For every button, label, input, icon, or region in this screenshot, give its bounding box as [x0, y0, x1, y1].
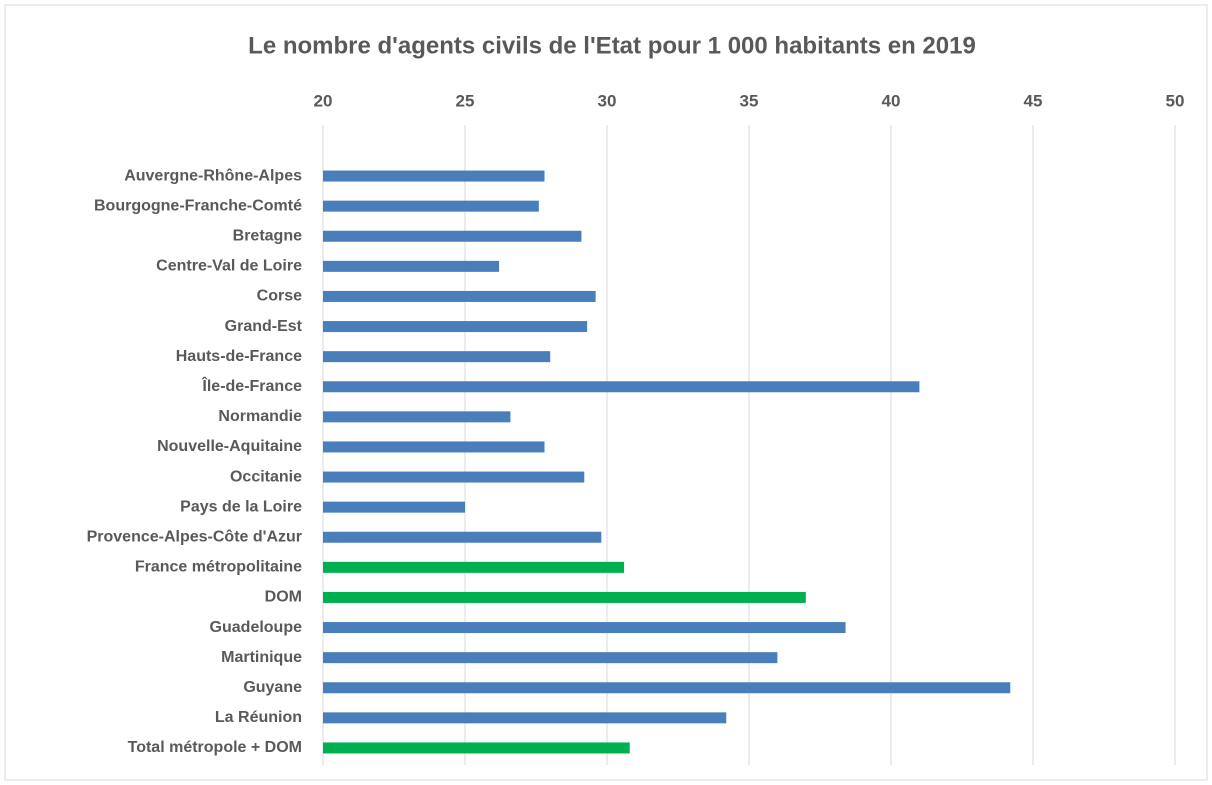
bar [323, 712, 727, 724]
y-tick-label: Centre-Val de Loire [156, 258, 302, 275]
x-tick-label: 45 [1024, 91, 1043, 110]
bar [323, 682, 1011, 694]
bar [323, 230, 582, 242]
y-tick-label: Auvergne-Rhône-Alpes [124, 167, 302, 184]
bar [323, 170, 545, 182]
bar [323, 531, 602, 543]
y-tick-label: France métropolitaine [135, 559, 302, 576]
y-tick-label: Guadeloupe [210, 619, 303, 636]
y-tick-label: Provence-Alpes-Côte d'Azur [87, 528, 302, 545]
x-tick-label: 50 [1166, 91, 1185, 110]
y-tick-label: Grand-Est [225, 318, 303, 335]
y-tick-label: Île-de-France [201, 376, 302, 395]
bar [323, 290, 596, 302]
y-tick-label: Nouvelle-Aquitaine [157, 438, 302, 455]
bar [323, 260, 500, 272]
bar [323, 411, 511, 423]
x-tick-label: 30 [598, 91, 617, 110]
bar [323, 742, 630, 754]
bar [323, 381, 920, 393]
x-tick-label: 20 [314, 91, 333, 110]
x-tick-label: 35 [740, 91, 759, 110]
bar [323, 501, 465, 513]
chart-title: Le nombre d'agents civils de l'Etat pour… [248, 32, 976, 59]
y-tick-label: Corse [257, 288, 302, 305]
bar [323, 351, 551, 363]
y-tick-label: Bourgogne-Franche-Comté [94, 197, 302, 214]
y-tick-label: La Réunion [215, 709, 302, 726]
bar [323, 471, 585, 483]
y-tick-label: Total métropole + DOM [128, 739, 302, 756]
x-tick-label: 25 [456, 91, 475, 110]
bar [323, 622, 846, 634]
bar [323, 591, 806, 603]
bar [323, 200, 539, 212]
y-tick-label: Hauts-de-France [176, 348, 302, 365]
y-tick-label: Bretagne [233, 227, 302, 244]
y-tick-label: Martinique [221, 649, 302, 666]
chart-border [4, 4, 1208, 781]
x-tick-label: 40 [882, 91, 901, 110]
bar [323, 321, 588, 333]
bar [323, 561, 625, 573]
y-tick-label: Pays de la Loire [180, 498, 302, 515]
y-tick-label: DOM [265, 589, 302, 606]
bar [323, 441, 545, 453]
y-tick-label: Guyane [243, 679, 302, 696]
y-tick-label: Normandie [218, 408, 302, 425]
bar [323, 652, 778, 664]
y-tick-label: Occitanie [230, 468, 302, 485]
